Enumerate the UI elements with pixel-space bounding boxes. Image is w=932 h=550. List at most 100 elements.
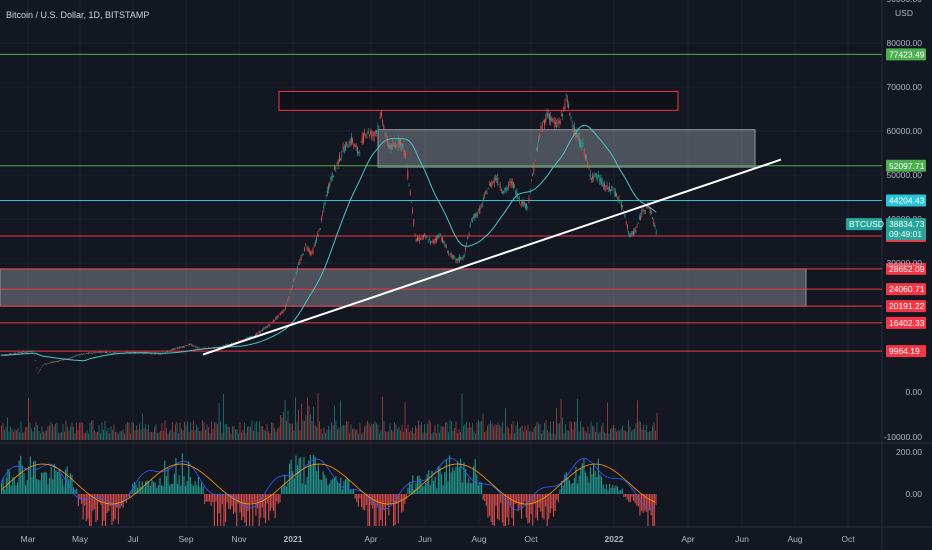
candle-body: [226, 344, 228, 346]
candle-body: [409, 191, 411, 194]
volume-bar: [625, 431, 626, 440]
trendline[interactable]: [202, 158, 782, 356]
time-tick-label: Oct: [841, 534, 855, 544]
candle-body: [415, 238, 417, 242]
volume-bar: [610, 428, 611, 440]
osc-bar: [476, 474, 478, 494]
osc-bar: [573, 477, 575, 494]
candle-body: [536, 145, 538, 152]
osc-bar: [245, 494, 247, 526]
volume-bar: [176, 421, 178, 440]
volume-bar: [116, 432, 118, 440]
candle-body: [294, 278, 296, 279]
volume-bar: [28, 397, 29, 440]
candle-body: [358, 152, 360, 153]
osc-bar: [180, 485, 182, 494]
volume-bar: [482, 413, 484, 440]
volume-bar: [532, 431, 533, 440]
candle-body: [83, 353, 85, 354]
candle-body: [646, 207, 648, 208]
candle-body: [528, 198, 530, 203]
candle-body: [173, 348, 175, 350]
candle-body: [451, 254, 453, 259]
candle-body: [641, 210, 643, 216]
volume-bar: [484, 431, 485, 440]
osc-bar: [434, 476, 436, 494]
volume-bar: [172, 422, 173, 440]
volume-bar: [566, 429, 568, 440]
volume-bar: [229, 427, 230, 440]
osc-bar: [114, 494, 116, 520]
volume-bar: [505, 408, 506, 440]
candle-body: [86, 353, 88, 354]
candle-body: [271, 322, 273, 324]
volume-bar: [509, 433, 511, 440]
osc-bar: [173, 473, 175, 494]
volume-bar: [455, 421, 457, 440]
candle-body: [616, 193, 618, 196]
time-tick-label: Apr: [364, 534, 377, 544]
candle-body: [94, 352, 96, 354]
osc-bar: [188, 461, 190, 494]
osc-bar: [473, 466, 475, 494]
candle-body: [606, 184, 608, 190]
volume-bar: [518, 428, 520, 440]
osc-bar: [309, 454, 311, 494]
osc-bar: [10, 485, 12, 494]
volume-bar: [209, 432, 211, 440]
osc-bar: [204, 494, 206, 504]
volume-bar: [221, 432, 223, 440]
candle-body: [503, 190, 505, 194]
osc-bar: [425, 482, 427, 494]
volume-bar: [215, 422, 217, 440]
candle-body: [256, 333, 258, 335]
volume-bar: [95, 431, 97, 440]
osc-bar: [276, 494, 278, 502]
volume-bar: [392, 431, 394, 440]
candle-body: [397, 138, 399, 146]
candle-body: [404, 153, 406, 156]
candle-body: [499, 185, 501, 188]
osc-bar: [39, 480, 41, 494]
volume-bar: [206, 424, 208, 440]
volume-bar: [250, 426, 251, 440]
candle-body: [530, 179, 532, 181]
candle-body: [8, 354, 10, 355]
volume-bar: [469, 422, 470, 440]
candle-body: [388, 144, 390, 147]
osc-bar: [511, 494, 513, 519]
candle-body: [547, 113, 549, 118]
volume-bar: [454, 427, 455, 440]
candle-body: [644, 210, 646, 211]
osc-bar: [636, 494, 638, 506]
osc-bar: [69, 473, 71, 494]
osc-bar: [109, 494, 111, 507]
osc-bar: [543, 494, 545, 520]
volume-bar: [68, 430, 70, 440]
candle-body: [580, 140, 582, 148]
candle-body: [586, 156, 588, 159]
candle-body: [287, 300, 289, 302]
candle-body: [42, 365, 44, 367]
candle-body: [636, 226, 638, 228]
volume-bar: [604, 432, 605, 440]
volume-bar: [571, 422, 572, 440]
candle-body: [551, 116, 553, 121]
volume-bar: [140, 429, 142, 440]
candle-body: [98, 351, 100, 353]
candle-body: [286, 303, 288, 305]
volume-bar: [130, 433, 131, 440]
osc-bar: [572, 483, 574, 494]
candle-body: [384, 134, 386, 136]
candle-body: [300, 257, 302, 260]
candle-body: [176, 347, 178, 349]
candle-body: [403, 149, 405, 155]
candle-body: [278, 313, 280, 315]
volume-bar: [61, 431, 62, 440]
candle-body: [132, 353, 134, 354]
osc-bar: [503, 494, 505, 526]
volume-bar: [391, 429, 392, 440]
candle-body: [408, 185, 410, 186]
volume-bar: [656, 412, 658, 440]
